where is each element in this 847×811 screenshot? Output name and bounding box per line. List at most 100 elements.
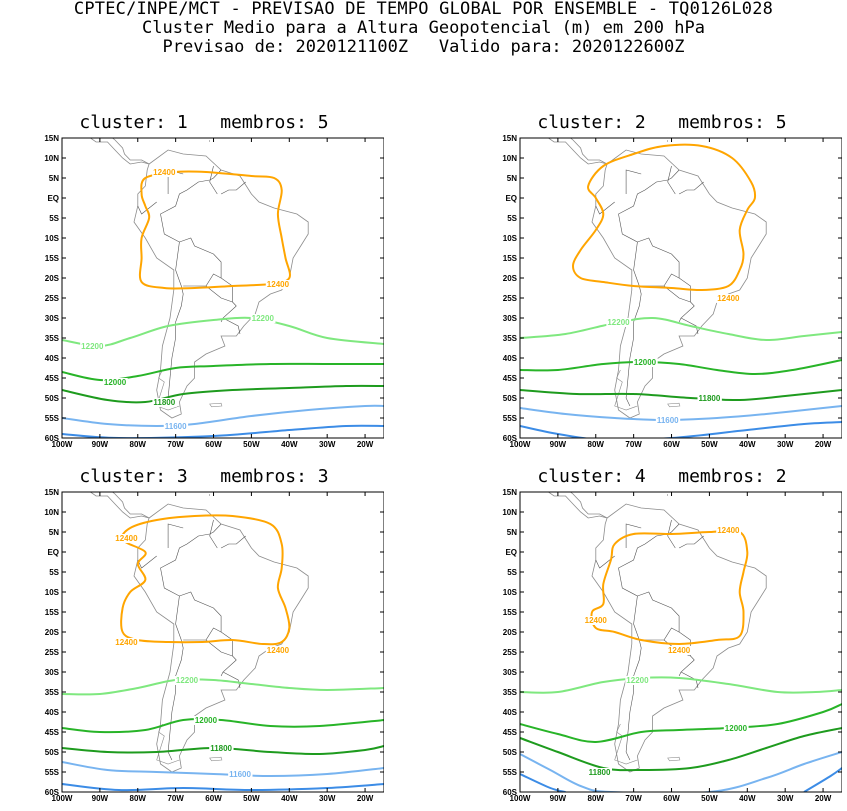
- lat-label: 50S: [503, 394, 518, 403]
- lon-label: 100W: [52, 794, 73, 803]
- contour-label-bg: [583, 616, 609, 625]
- lat-label: 35S: [45, 334, 60, 343]
- country-border: [137, 201, 157, 215]
- lat-label: 10N: [502, 508, 517, 517]
- lat-label: 55S: [503, 414, 518, 423]
- lat-label: 15S: [45, 608, 60, 617]
- lat-label: 25S: [45, 294, 60, 303]
- lon-label: 40W: [739, 794, 756, 803]
- country-border: [637, 237, 695, 307]
- country-border: [625, 169, 642, 194]
- contour-12200: [520, 316, 842, 342]
- lat-label: 60S: [45, 788, 60, 797]
- contour-label: 12400: [153, 168, 176, 177]
- lat-label: 40S: [503, 354, 518, 363]
- country-border: [205, 273, 222, 287]
- coastline-falklands: [209, 402, 223, 408]
- map-panel-cluster-3: cluster: 3 membros: 3 12400 12400 12400 122…: [24, 466, 384, 806]
- lat-label: EQ: [47, 548, 59, 557]
- contour-11800: [520, 727, 842, 772]
- country-border: [595, 555, 615, 569]
- contour-12200: [520, 676, 842, 694]
- coastline-central-america: [89, 492, 150, 519]
- contour-label: 12400: [717, 526, 740, 535]
- contour-label-bg: [193, 716, 219, 725]
- country-border: [678, 535, 704, 549]
- lon-label: 80W: [130, 440, 147, 449]
- lat-label: 15N: [44, 134, 59, 143]
- map-panel-cluster-2: cluster: 2 membros: 5 12400 12200 12000 118…: [482, 112, 842, 452]
- lat-label: 35S: [503, 334, 518, 343]
- contour-label-bg: [152, 398, 177, 407]
- lat-label: 55S: [45, 414, 60, 423]
- lat-label: 20S: [503, 274, 518, 283]
- country-border: [179, 591, 237, 661]
- country-border: [663, 627, 680, 641]
- lon-label: 40W: [281, 794, 298, 803]
- contour-label: 12200: [81, 342, 104, 351]
- panel-title: cluster: 4 membros: 2: [537, 466, 787, 487]
- lat-label: 25S: [503, 648, 518, 657]
- coastline-falklands: [667, 756, 681, 762]
- lat-label: 50S: [45, 748, 60, 757]
- lat-label: 40S: [503, 708, 518, 717]
- map-svg: 12400 12400 12400 12200 12000 11800 11600 15N 10…: [44, 488, 384, 803]
- country-border: [167, 623, 184, 761]
- lat-label: 5N: [49, 528, 59, 537]
- contour-label: 12400: [668, 646, 691, 655]
- figure-header: CPTEC/INPE/MCT - PREVISAO DE TEMPO GLOBA…: [0, 0, 847, 57]
- coastline-falklands: [209, 756, 223, 762]
- lon-label: 80W: [130, 794, 147, 803]
- country-border: [625, 269, 642, 407]
- map-frame: [519, 137, 842, 439]
- lat-label: 55S: [503, 768, 518, 777]
- country-border: [220, 535, 246, 549]
- contour-11600: [62, 761, 384, 778]
- lon-label: 50W: [701, 440, 718, 449]
- lat-label: 20S: [503, 628, 518, 637]
- contour-12400: [120, 514, 291, 646]
- lon-label: 50W: [243, 794, 260, 803]
- contour-label: 12400: [585, 616, 608, 625]
- lat-label: EQ: [505, 548, 517, 557]
- lat-label: 40S: [45, 708, 60, 717]
- lat-label: 25S: [503, 294, 518, 303]
- lat-label: EQ: [505, 194, 517, 203]
- contour-12000: [62, 717, 384, 734]
- lon-label: 20W: [357, 440, 374, 449]
- contour-label-bg: [80, 342, 105, 351]
- contour-label-bg: [632, 358, 658, 367]
- lat-label: 60S: [503, 434, 518, 443]
- lat-label: 5N: [507, 174, 517, 183]
- map-panel-cluster-1: cluster: 1 membros: 5 12400 12400 12200 122…: [24, 112, 384, 452]
- country-border: [183, 285, 233, 303]
- lon-label: 20W: [815, 794, 832, 803]
- country-border: [167, 523, 184, 548]
- coastline-patagonia: [614, 723, 638, 765]
- map-panel-cluster-4: cluster: 4 membros: 2 12400 12400 12400 122…: [482, 466, 842, 806]
- country-border: [222, 317, 241, 335]
- lon-label: 30W: [319, 440, 336, 449]
- contour-label-bg: [606, 318, 632, 327]
- country-border: [678, 659, 695, 677]
- country-border: [678, 305, 695, 323]
- contour-12400: [590, 529, 749, 646]
- contour-label-bg: [625, 676, 651, 685]
- contour-label-bg: [716, 294, 742, 303]
- lat-label: 15S: [45, 254, 60, 263]
- country-border: [680, 317, 699, 335]
- lon-label: 40W: [739, 440, 756, 449]
- contour-label-bg: [114, 638, 140, 647]
- lat-label: 5S: [49, 568, 59, 577]
- country-border: [220, 659, 237, 677]
- coastline-south-america: [133, 149, 309, 419]
- coastline-falklands: [667, 402, 681, 408]
- contour-label: 11800: [210, 744, 232, 753]
- lat-label: 30S: [45, 314, 60, 323]
- coastline-patagonia: [156, 723, 180, 765]
- lat-label: 30S: [45, 668, 60, 677]
- coastline-central-america: [569, 492, 608, 519]
- lat-label: 45S: [503, 728, 518, 737]
- lon-label: 50W: [243, 440, 260, 449]
- map-frame: [519, 491, 842, 793]
